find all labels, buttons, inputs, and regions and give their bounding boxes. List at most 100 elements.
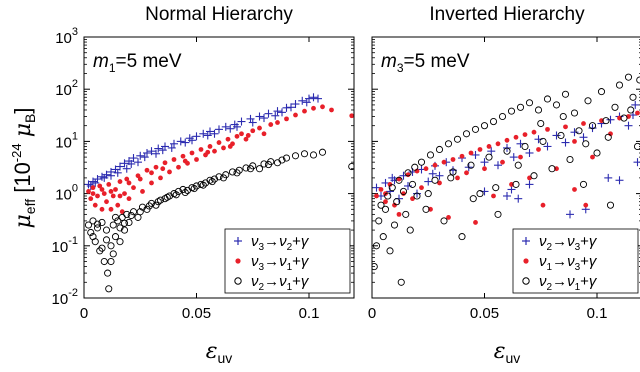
data-point-dot (583, 202, 589, 208)
x-tick-label: 0.05 (182, 305, 211, 322)
data-point-circle (242, 164, 250, 172)
data-point-dot (97, 183, 103, 189)
data-point-circle (104, 269, 112, 277)
data-point-dot (405, 172, 411, 178)
data-point-plus (210, 129, 219, 138)
data-point-dot (401, 191, 406, 197)
data-point-dot (92, 202, 98, 208)
data-point-circle (633, 142, 640, 151)
data-point-plus (487, 147, 496, 156)
data-point-circle (199, 181, 207, 189)
data-point-circle (489, 118, 498, 126)
annotation-value: =5 meV (116, 51, 182, 72)
data-point-circle (397, 278, 405, 286)
data-point-dot (108, 206, 114, 212)
data-point-plus (604, 173, 613, 182)
y-tick-label: 10-1 (52, 235, 78, 256)
data-point-dot (396, 211, 402, 217)
data-point-dot (531, 129, 537, 135)
data-point-plus (291, 100, 300, 109)
data-point-plus (134, 158, 142, 167)
data-point-circle (390, 221, 399, 229)
data-point-dot (581, 121, 586, 126)
data-point-dot (349, 113, 354, 119)
data-point-dot (477, 147, 483, 152)
panel-title: Inverted Hierarchy (429, 4, 585, 25)
data-point-circle (458, 233, 466, 241)
data-point-plus (167, 143, 176, 152)
data-point-plus (143, 148, 151, 157)
data-point-circle (552, 101, 561, 109)
data-point-dot (158, 175, 163, 181)
data-point-plus (147, 147, 156, 156)
data-point-circle (476, 190, 484, 198)
data-point-circle (530, 172, 538, 180)
data-point-dot (117, 193, 123, 199)
data-point-circle (435, 145, 444, 154)
data-point-plus (140, 153, 149, 162)
data-point-dot (504, 137, 510, 143)
data-point-plus (203, 131, 212, 140)
data-point-circle (453, 135, 462, 143)
y-tick-label: 102 (55, 78, 78, 99)
data-point-plus (525, 180, 534, 189)
data-point-dot (383, 199, 388, 205)
data-point-circle (377, 201, 385, 209)
legend-label: ν3→ν1+γ (251, 253, 310, 273)
data-point-circle (89, 217, 97, 225)
data-point-plus (221, 122, 230, 131)
data-point-dot (126, 196, 132, 202)
data-point-circle (386, 247, 394, 255)
data-point-plus (122, 164, 131, 173)
data-point-circle (615, 81, 624, 89)
data-point-dot (101, 191, 107, 197)
data-point-circle (111, 213, 120, 221)
data-point-circle (406, 226, 414, 234)
data-point-dot (189, 150, 195, 156)
data-point-circle (273, 159, 282, 167)
data-point-plus (136, 151, 145, 160)
data-point-circle (514, 161, 522, 169)
data-point-dot (423, 166, 429, 172)
data-point-circle (172, 191, 180, 199)
data-point-dot (608, 131, 613, 137)
data-point-plus (226, 124, 235, 133)
data-point-circle (413, 192, 421, 200)
data-point-dot (396, 176, 402, 182)
data-point-circle (512, 180, 520, 188)
plot-frame (371, 36, 640, 299)
annotation-variable: m (381, 51, 397, 72)
data-point-circle (136, 208, 144, 216)
data-point-circle (602, 117, 610, 125)
data-point-plus (514, 194, 523, 203)
data-point-plus (192, 132, 201, 141)
data-point-dot (182, 158, 188, 164)
legend-label: ν2→ν1+γ (539, 273, 598, 293)
data-point-circle (575, 127, 583, 135)
data-point-circle (627, 106, 635, 114)
data-point-circle (507, 107, 516, 115)
data-point-dot (464, 170, 469, 176)
data-point-circle (492, 184, 500, 192)
data-point-circle (426, 151, 435, 159)
data-point-dot (119, 209, 125, 215)
data-point-circle (109, 221, 117, 229)
data-point-circle (636, 76, 640, 84)
mass-annotation: m3=5 meV (381, 51, 470, 75)
data-point-dot (432, 162, 438, 168)
data-point-circle (620, 114, 628, 122)
data-point-dot (635, 110, 640, 116)
data-point-dot (104, 199, 109, 205)
data-point-dot (137, 176, 143, 182)
data-point-circle (300, 150, 309, 158)
data-point-dot (88, 196, 94, 202)
data-point-dot (572, 187, 577, 192)
data-point-circle (138, 203, 147, 211)
data-point-dot (513, 134, 519, 140)
data-point-circle (127, 211, 135, 220)
data-point-circle (255, 165, 264, 173)
data-point-plus (633, 158, 640, 167)
data-point-dot (113, 187, 118, 192)
data-point-dot (221, 145, 226, 151)
data-point-circle (424, 190, 432, 198)
